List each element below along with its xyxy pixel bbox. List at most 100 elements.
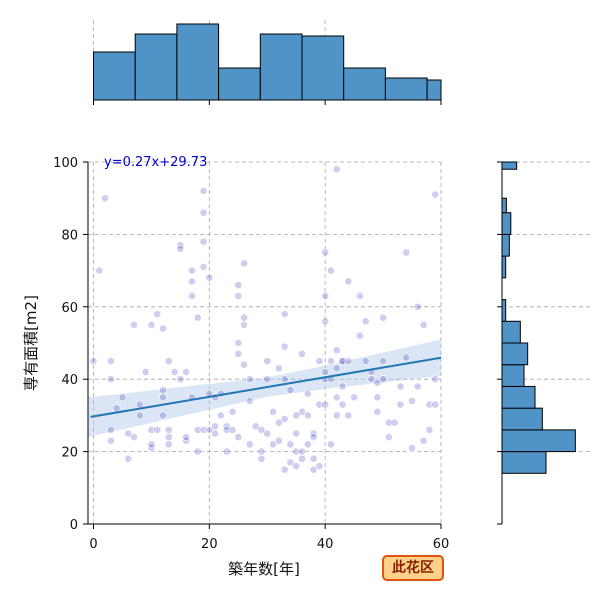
y-tick-label: 100 [53,156,78,171]
scatter-point [234,281,243,289]
x-tick-label: 0 [89,537,97,552]
scatter-point [292,411,301,420]
scatter-point [89,357,98,365]
scatter-point [280,415,289,423]
scatter-point [379,357,387,365]
scatter-point [321,400,330,409]
scatter-point [141,368,150,376]
scatter-point [298,454,306,463]
scatter-point [396,400,405,409]
scatter-point [159,411,167,420]
right-hist-bar [501,197,507,214]
regression-line [90,356,442,418]
scatter-point [332,346,341,355]
scatter-point [413,302,422,311]
top-hist-bar [218,67,261,101]
scatter-point [240,320,248,329]
scatter-point [298,447,306,456]
scatter-point [384,418,393,427]
top-hist-bar [384,77,428,101]
scatter-point [153,425,162,434]
top-hist-bar [301,35,345,101]
scatter-point [222,425,231,434]
scatter-point [332,393,341,402]
scatter-point [379,313,387,322]
y-tick-label: 60 [61,301,78,316]
scatter-point [280,465,289,474]
scatter-point [159,324,167,333]
scatter-point [199,187,208,195]
scatter-point [193,425,202,434]
right-marginal-histogram [497,161,590,525]
area-badge: 此花区 [382,555,444,581]
scatter-point [327,266,335,275]
scatter-point [402,353,411,362]
scatter-point [211,429,220,438]
y-tick-label: 0 [70,518,78,533]
scatter-point [159,393,167,402]
right-hist-bar [501,212,512,235]
right-hist-bar [501,407,543,431]
scatter-point [338,400,347,409]
scatter-point [303,440,312,449]
scatter-point [263,375,272,384]
scatter-point [240,360,248,369]
scatter-point [425,425,434,434]
scatter-point [164,433,173,442]
scatter-point [431,375,440,384]
scatter-point [147,425,156,434]
scatter-point [292,429,301,438]
top-hist-bar [134,33,178,101]
scatter-point [286,440,295,449]
right-hist-bar [501,299,507,322]
scatter-point [199,263,208,271]
scatter-point [396,382,405,391]
scatter-point [269,440,277,449]
scatter-point [193,447,202,456]
scatter-point [211,422,220,431]
scatter-point [298,407,306,416]
scatter-point [159,386,167,394]
scatter-point [205,273,214,282]
y-axis-label: 専有面積[m2] [22,295,40,391]
scatter-point [361,317,370,326]
top-hist-bar [259,33,303,101]
scatter-point [240,259,248,268]
scatter-point [379,375,387,384]
scatter-point [130,433,138,442]
scatter-point [350,393,359,402]
scatter-point [95,266,104,275]
scatter-point [303,389,312,398]
right-hist-bar [501,233,510,257]
top-hist-bar [426,79,442,101]
scatter-point [274,364,283,373]
scatter-point [286,386,295,394]
scatter-point [188,266,196,275]
scatter-point [298,349,306,358]
right-hist-bar [501,320,521,344]
scatter-point [135,411,144,420]
scatter-point [106,375,115,384]
scatter-point [274,436,283,445]
right-hist-bar [501,342,529,366]
scatter-point [188,277,196,286]
y-tick-label: 40 [61,373,78,388]
scatter-point [315,462,324,470]
scatter-point [332,165,341,174]
scatter-point [327,440,335,449]
scatter-point [344,411,353,420]
scatter-point [245,375,254,384]
scatter-point [199,237,208,246]
scatter-point [124,454,133,463]
scatter-point [309,454,318,463]
scatter-point [280,375,289,384]
scatter-point [164,440,173,449]
scatter-point [112,404,121,413]
scatter-point [373,393,382,402]
scatter-point [280,310,289,318]
scatter-point [425,400,434,409]
scatter-point [431,190,440,199]
scatter-point [228,407,237,416]
right-hist-bar [501,451,547,474]
scatter-point [338,382,347,391]
